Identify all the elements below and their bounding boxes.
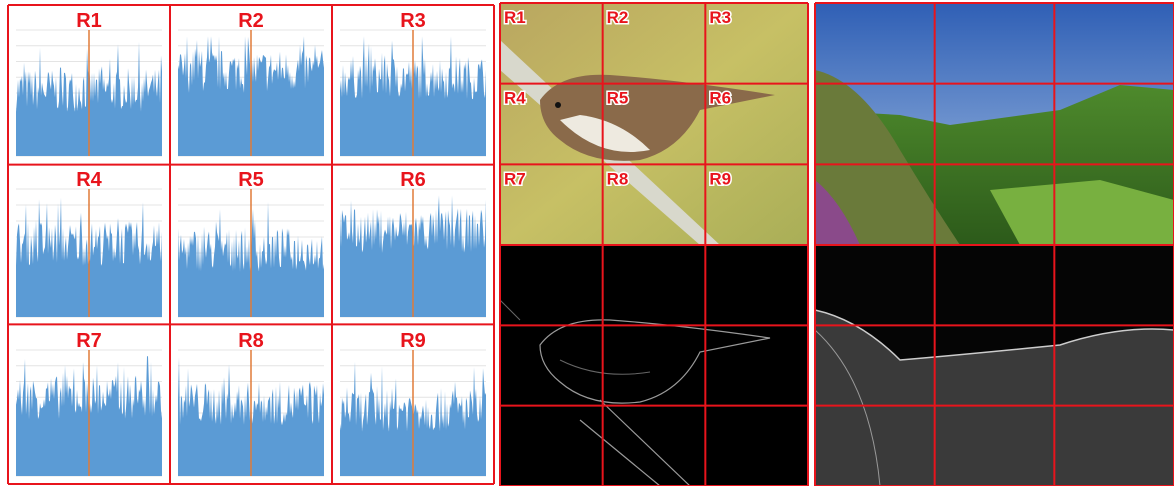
panel-label: R5 [238, 169, 264, 191]
region-label: R9 [709, 169, 731, 188]
region-label: R8 [607, 169, 629, 188]
region-label: R5 [607, 89, 629, 108]
panel-label: R7 [76, 330, 102, 352]
panel-label: R4 [76, 169, 102, 191]
panel-label: R2 [238, 10, 264, 32]
panel-label: R9 [400, 330, 426, 352]
region-label: R4 [504, 89, 526, 108]
panel-label: R6 [400, 169, 426, 191]
bird-photo [500, 3, 808, 245]
landscape-edges [815, 245, 1174, 486]
region-label: R2 [607, 8, 629, 27]
region-label: R7 [504, 169, 526, 188]
region-label: R1 [504, 8, 526, 27]
landscape-photo [815, 3, 1174, 245]
panel-label: R1 [76, 10, 102, 32]
region-label: R6 [709, 89, 731, 108]
figure: R1 R2 R3 R4 R5 R6 R7 R8 R9 R1 R2 R3 R4 R5 R6 R7 R8 R9 [0, 0, 1174, 486]
panel-label: R3 [400, 10, 426, 32]
region-label: R3 [709, 8, 731, 27]
histogram-grid: R1 R2 R3 R4 R5 R6 R7 R8 R9 [16, 10, 486, 476]
bird-edges [500, 245, 808, 486]
panel-label: R8 [238, 330, 264, 352]
